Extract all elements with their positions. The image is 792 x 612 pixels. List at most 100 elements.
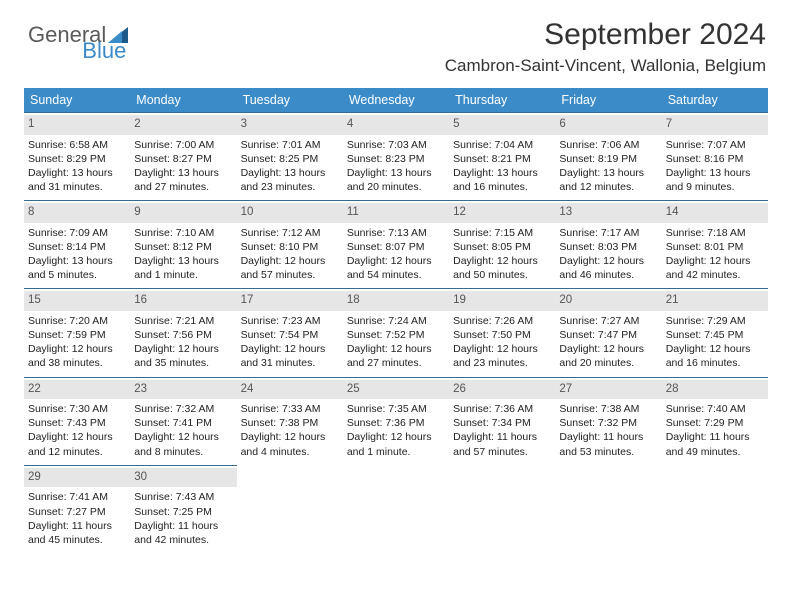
daylight-text-1: Daylight: 13 hours [347,166,445,180]
daylight-text-2: and 57 minutes. [453,445,551,459]
sunrise-text: Sunrise: 7:36 AM [453,402,551,416]
sunset-text: Sunset: 8:23 PM [347,152,445,166]
day-number: 18 [343,291,449,311]
location-text: Cambron-Saint-Vincent, Wallonia, Belgium [445,56,766,76]
daylight-text-1: Daylight: 12 hours [28,342,126,356]
daylight-text-2: and 53 minutes. [559,445,657,459]
daylight-text-2: and 42 minutes. [666,268,764,282]
sunset-text: Sunset: 7:25 PM [134,505,232,519]
day-number: 24 [237,380,343,400]
daylight-text-1: Daylight: 12 hours [241,430,339,444]
sunrise-text: Sunrise: 7:43 AM [134,490,232,504]
day-cell: 10Sunrise: 7:12 AMSunset: 8:10 PMDayligh… [237,200,343,288]
day-cell: 29Sunrise: 7:41 AMSunset: 7:27 PMDayligh… [24,465,130,553]
day-cell: 20Sunrise: 7:27 AMSunset: 7:47 PMDayligh… [555,288,661,376]
sunrise-text: Sunrise: 7:15 AM [453,226,551,240]
day-cell: 21Sunrise: 7:29 AMSunset: 7:45 PMDayligh… [662,288,768,376]
day-cell: 13Sunrise: 7:17 AMSunset: 8:03 PMDayligh… [555,200,661,288]
sunset-text: Sunset: 8:16 PM [666,152,764,166]
logo-text-blue: Blue [82,38,126,64]
sunset-text: Sunset: 7:56 PM [134,328,232,342]
daylight-text-2: and 12 minutes. [559,180,657,194]
sunset-text: Sunset: 7:41 PM [134,416,232,430]
day-number: 5 [449,115,555,135]
sunrise-text: Sunrise: 7:00 AM [134,138,232,152]
day-cell: 27Sunrise: 7:38 AMSunset: 7:32 PMDayligh… [555,377,661,465]
day-number: 21 [662,291,768,311]
sunset-text: Sunset: 7:38 PM [241,416,339,430]
day-cell: 22Sunrise: 7:30 AMSunset: 7:43 PMDayligh… [24,377,130,465]
sunset-text: Sunset: 7:27 PM [28,505,126,519]
sunrise-text: Sunrise: 7:10 AM [134,226,232,240]
daylight-text-1: Daylight: 13 hours [453,166,551,180]
sunrise-text: Sunrise: 7:30 AM [28,402,126,416]
day-cell-empty [662,465,768,553]
sunrise-text: Sunrise: 7:01 AM [241,138,339,152]
week-row: 15Sunrise: 7:20 AMSunset: 7:59 PMDayligh… [24,288,768,376]
day-cell: 5Sunrise: 7:04 AMSunset: 8:21 PMDaylight… [449,112,555,200]
dow-cell: Sunday [24,88,130,112]
sunset-text: Sunset: 8:29 PM [28,152,126,166]
daylight-text-2: and 54 minutes. [347,268,445,282]
sunrise-text: Sunrise: 6:58 AM [28,138,126,152]
sunrise-text: Sunrise: 7:13 AM [347,226,445,240]
daylight-text-1: Daylight: 13 hours [241,166,339,180]
sunset-text: Sunset: 8:05 PM [453,240,551,254]
daylight-text-1: Daylight: 11 hours [453,430,551,444]
day-number: 8 [24,203,130,223]
sunset-text: Sunset: 7:43 PM [28,416,126,430]
sunset-text: Sunset: 7:50 PM [453,328,551,342]
daylight-text-1: Daylight: 12 hours [347,342,445,356]
daylight-text-1: Daylight: 11 hours [134,519,232,533]
daylight-text-1: Daylight: 12 hours [453,254,551,268]
daylight-text-2: and 20 minutes. [347,180,445,194]
daylight-text-1: Daylight: 12 hours [666,342,764,356]
daylight-text-2: and 20 minutes. [559,356,657,370]
daylight-text-2: and 49 minutes. [666,445,764,459]
daylight-text-1: Daylight: 13 hours [28,166,126,180]
daylight-text-2: and 16 minutes. [666,356,764,370]
daylight-text-1: Daylight: 12 hours [241,342,339,356]
day-number: 4 [343,115,449,135]
daylight-text-2: and 8 minutes. [134,445,232,459]
day-cell: 26Sunrise: 7:36 AMSunset: 7:34 PMDayligh… [449,377,555,465]
sunset-text: Sunset: 7:29 PM [666,416,764,430]
daylight-text-2: and 23 minutes. [453,356,551,370]
sunrise-text: Sunrise: 7:38 AM [559,402,657,416]
sunset-text: Sunset: 8:07 PM [347,240,445,254]
day-number: 12 [449,203,555,223]
day-cell: 1Sunrise: 6:58 AMSunset: 8:29 PMDaylight… [24,112,130,200]
sunrise-text: Sunrise: 7:23 AM [241,314,339,328]
day-cell: 28Sunrise: 7:40 AMSunset: 7:29 PMDayligh… [662,377,768,465]
day-cell: 11Sunrise: 7:13 AMSunset: 8:07 PMDayligh… [343,200,449,288]
dow-cell: Tuesday [237,88,343,112]
daylight-text-2: and 50 minutes. [453,268,551,282]
day-cell: 8Sunrise: 7:09 AMSunset: 8:14 PMDaylight… [24,200,130,288]
sunset-text: Sunset: 8:21 PM [453,152,551,166]
daylight-text-1: Daylight: 11 hours [28,519,126,533]
dow-row: SundayMondayTuesdayWednesdayThursdayFrid… [24,88,768,112]
day-cell: 17Sunrise: 7:23 AMSunset: 7:54 PMDayligh… [237,288,343,376]
calendar: SundayMondayTuesdayWednesdayThursdayFrid… [24,88,768,553]
daylight-text-1: Daylight: 13 hours [134,166,232,180]
sunrise-text: Sunrise: 7:40 AM [666,402,764,416]
day-cell: 23Sunrise: 7:32 AMSunset: 7:41 PMDayligh… [130,377,236,465]
sunset-text: Sunset: 7:59 PM [28,328,126,342]
sunrise-text: Sunrise: 7:20 AM [28,314,126,328]
sunrise-text: Sunrise: 7:07 AM [666,138,764,152]
day-cell: 2Sunrise: 7:00 AMSunset: 8:27 PMDaylight… [130,112,236,200]
sunset-text: Sunset: 8:27 PM [134,152,232,166]
daylight-text-2: and 42 minutes. [134,533,232,547]
daylight-text-2: and 31 minutes. [28,180,126,194]
day-cell: 6Sunrise: 7:06 AMSunset: 8:19 PMDaylight… [555,112,661,200]
week-row: 22Sunrise: 7:30 AMSunset: 7:43 PMDayligh… [24,377,768,465]
sunrise-text: Sunrise: 7:29 AM [666,314,764,328]
day-cell-empty [237,465,343,553]
daylight-text-1: Daylight: 12 hours [666,254,764,268]
daylight-text-2: and 31 minutes. [241,356,339,370]
day-number: 30 [130,468,236,488]
daylight-text-2: and 45 minutes. [28,533,126,547]
day-cell: 25Sunrise: 7:35 AMSunset: 7:36 PMDayligh… [343,377,449,465]
logo: General Blue [28,22,170,48]
day-number: 15 [24,291,130,311]
